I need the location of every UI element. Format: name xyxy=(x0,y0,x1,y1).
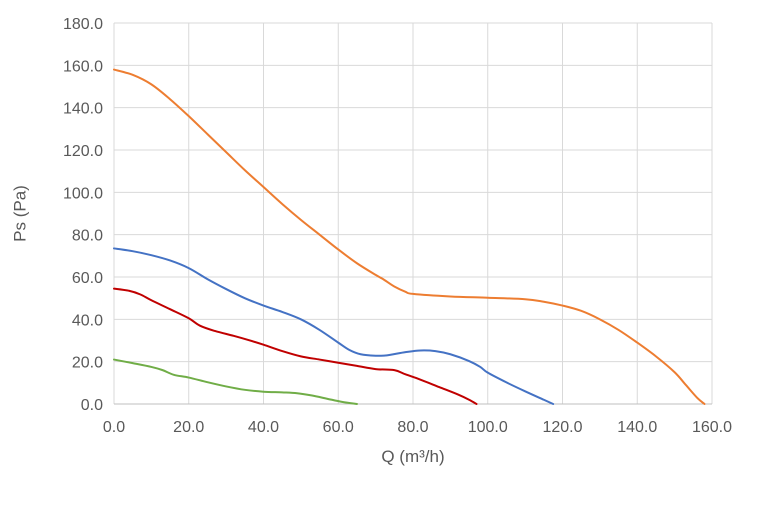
y-tick-label: 100.0 xyxy=(63,185,103,202)
series-line xyxy=(113,247,555,405)
x-tick-label: 20.0 xyxy=(173,419,204,436)
y-tick-label: 80.0 xyxy=(72,228,103,245)
x-tick-label: 0.0 xyxy=(103,419,125,436)
x-tick-label: 80.0 xyxy=(397,419,428,436)
x-tick-labels: 0.0 20.0 40.0 60.0 80.0 100.0 120.0 140.0 160.0 xyxy=(103,419,732,436)
x-tick-label: 120.0 xyxy=(542,419,582,436)
y-tick-labels: 0.0 20.0 40.0 60.0 80.0 100.0 120.0 140.0 160.0 1… xyxy=(63,16,103,414)
x-gridlines xyxy=(113,23,713,404)
x-tick-label: 60.0 xyxy=(323,419,354,436)
x-tick-label: 160.0 xyxy=(692,419,732,436)
series-line xyxy=(113,358,358,405)
x-tick-label: 100.0 xyxy=(468,419,508,436)
y-tick-label: 60.0 xyxy=(72,270,103,287)
y-tick-label: 180.0 xyxy=(63,16,103,33)
x-tick-label: 40.0 xyxy=(248,419,279,436)
x-axis-title: Q (m³/h) xyxy=(381,447,444,466)
series-line xyxy=(113,68,706,405)
y-tick-label: 160.0 xyxy=(63,58,103,75)
x-tick-label: 140.0 xyxy=(617,419,657,436)
y-tick-label: 20.0 xyxy=(72,355,103,372)
y-tick-label: 120.0 xyxy=(63,143,103,160)
y-axis-title: Ps (Pa) xyxy=(10,185,29,242)
y-tick-label: 140.0 xyxy=(63,101,103,118)
series-layer xyxy=(113,68,706,405)
y-tick-label: 0.0 xyxy=(81,397,103,414)
series-line xyxy=(113,287,478,405)
y-tick-label: 40.0 xyxy=(72,312,103,329)
